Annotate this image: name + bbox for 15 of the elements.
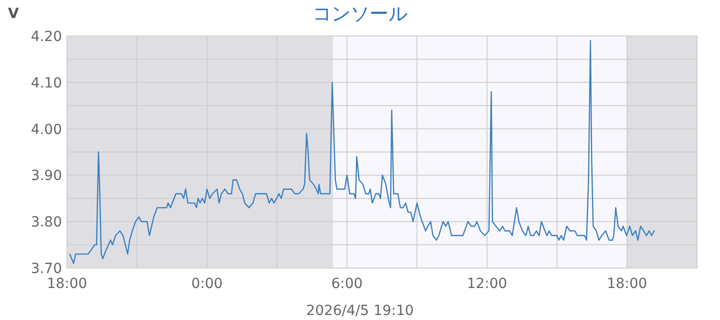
chart-title: コンソール bbox=[312, 3, 408, 25]
y-tick-label: 4.00 bbox=[30, 122, 62, 138]
x-tick-label: 12:00 bbox=[466, 276, 508, 292]
y-tick-label: 4.10 bbox=[30, 75, 62, 92]
y-axis-title: V bbox=[8, 6, 19, 22]
line-series bbox=[69, 40, 655, 264]
y-tick-label: 3.80 bbox=[30, 214, 62, 231]
y-tick-label: 4.20 bbox=[30, 29, 62, 45]
x-tick-label: 0:00 bbox=[191, 276, 223, 292]
text: 2026/4/5 19:10 bbox=[306, 303, 414, 319]
x-tick-label: 18:00 bbox=[46, 276, 88, 292]
y-tick-label: 3.90 bbox=[30, 168, 62, 184]
y-tick-label: 3.70 bbox=[30, 261, 62, 277]
x-tick-label: 18:00 bbox=[606, 276, 648, 292]
x-tick-label: 6:00 bbox=[331, 276, 363, 292]
